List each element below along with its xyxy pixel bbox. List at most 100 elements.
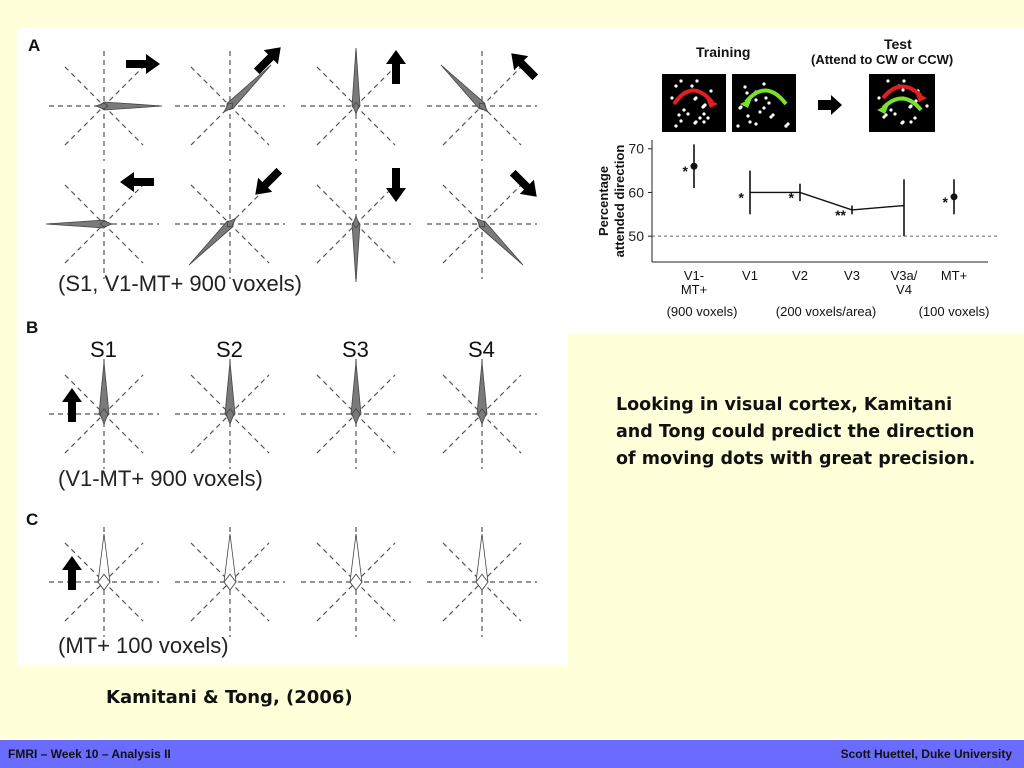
direction-arrow-icon bbox=[62, 388, 82, 422]
group-label: (200 voxels/area) bbox=[776, 304, 876, 319]
stimulus-dot bbox=[695, 79, 699, 83]
stimulus-dot bbox=[736, 124, 740, 128]
direction-arrow-icon bbox=[120, 172, 154, 192]
polar-petal bbox=[351, 408, 361, 426]
rotating-dots-icon bbox=[670, 79, 718, 128]
stimulus-dot bbox=[694, 120, 698, 124]
polar-petal bbox=[475, 573, 489, 591]
polar-petal bbox=[475, 217, 486, 228]
data-point bbox=[690, 162, 698, 170]
significance-label: * bbox=[739, 189, 745, 205]
polar-petal bbox=[223, 573, 237, 591]
x-tick-label: V3a/V4 bbox=[891, 268, 918, 297]
stimulus-dot bbox=[786, 122, 790, 126]
stimulus-dot bbox=[909, 120, 913, 124]
stimulus-dot bbox=[698, 116, 702, 120]
stimulus-dot bbox=[758, 110, 762, 114]
stimulus-dot bbox=[754, 98, 758, 102]
stimulus-dot bbox=[670, 96, 674, 100]
polar-petal bbox=[99, 408, 109, 426]
polar-figure-panel: A B C (S1, V1-MT+ 900 voxels) (V1-MT+ 90… bbox=[18, 28, 568, 666]
direction-arrow-icon bbox=[253, 47, 281, 75]
y-tick-label: 50 bbox=[628, 228, 644, 244]
x-tick-label: MT+ bbox=[941, 268, 967, 283]
polar-petal bbox=[225, 408, 235, 426]
stimulus-dot bbox=[745, 91, 749, 95]
significance-label: * bbox=[683, 163, 689, 179]
stimulus-dot bbox=[679, 119, 683, 123]
stimulus-dot bbox=[901, 120, 905, 124]
stimulus-dot bbox=[886, 79, 890, 83]
footer-left-text: FMRI – Week 10 – Analysis II bbox=[8, 747, 171, 761]
y-tick-label: 60 bbox=[628, 184, 644, 200]
stimulus-dot bbox=[889, 108, 893, 112]
series-line bbox=[750, 191, 905, 211]
stimulus-dot bbox=[693, 97, 697, 101]
stimulus-dot bbox=[743, 85, 747, 89]
rotating-dots-icon bbox=[736, 82, 790, 128]
stimulus-dot bbox=[709, 89, 713, 93]
stimulus-dot bbox=[754, 122, 758, 126]
footer-bar: FMRI – Week 10 – Analysis II Scott Huett… bbox=[0, 740, 1024, 768]
direction-arrow-icon bbox=[255, 167, 283, 195]
stimulus-dot bbox=[682, 108, 686, 112]
stimulus-dot bbox=[771, 113, 775, 117]
test-label: Test bbox=[884, 36, 912, 52]
direction-arrow-icon bbox=[386, 168, 406, 202]
y-axis-label: Percentageattended direction bbox=[596, 145, 627, 258]
subject-label-s4: S4 bbox=[468, 337, 495, 362]
stimulus-dot bbox=[679, 79, 683, 83]
polar-petal bbox=[223, 102, 234, 113]
polar-petal bbox=[99, 220, 114, 228]
panel-c-caption: (MT+ 100 voxels) bbox=[58, 633, 229, 658]
description-text: Looking in visual cortex, Kamitani and T… bbox=[616, 395, 976, 469]
stimulus-dot bbox=[677, 113, 681, 117]
stimulus-dot bbox=[884, 113, 888, 117]
stimulus-dot bbox=[674, 84, 678, 88]
stimulus-dot bbox=[746, 114, 750, 118]
subject-label-s3: S3 bbox=[342, 337, 369, 362]
stimulus-dot bbox=[769, 115, 773, 119]
stimulus-dot bbox=[877, 96, 881, 100]
stimulus-dot bbox=[784, 124, 788, 128]
x-tick-label: V3 bbox=[844, 268, 860, 283]
stimulus-dot bbox=[902, 79, 906, 83]
polar-petal bbox=[97, 573, 111, 591]
subject-label-s1: S1 bbox=[90, 337, 117, 362]
x-tick-label: V1-MT+ bbox=[681, 268, 707, 297]
polar-petal bbox=[349, 573, 363, 591]
direction-arrow-icon bbox=[509, 169, 537, 197]
polar-petal bbox=[477, 408, 487, 426]
accuracy-graph-panel: Training Test (Attend to CW or CCW) 50 60… bbox=[568, 28, 1024, 334]
panel-a-caption: (S1, V1-MT+ 900 voxels) bbox=[58, 271, 302, 296]
polar-plots bbox=[45, 47, 539, 637]
stimulus-dot bbox=[748, 120, 752, 124]
significance-label: * bbox=[789, 189, 795, 205]
panel-a-label: A bbox=[28, 36, 41, 55]
stimulus-dot bbox=[901, 88, 905, 92]
polar-petal bbox=[352, 214, 360, 229]
polar-petal bbox=[226, 217, 237, 228]
rotating-dots-icon bbox=[877, 79, 929, 125]
stimulus-dot bbox=[690, 84, 694, 88]
x-tick-label: V2 bbox=[792, 268, 808, 283]
stimulus-dot bbox=[913, 116, 917, 120]
stimulus-dot bbox=[674, 124, 678, 128]
stimulus-dot bbox=[701, 105, 705, 109]
test-stimulus bbox=[869, 74, 935, 132]
direction-arrow-icon bbox=[126, 54, 160, 74]
x-tick-label: V1 bbox=[742, 268, 758, 283]
stimulus-dot bbox=[686, 112, 690, 116]
subject-label-s2: S2 bbox=[216, 337, 243, 362]
stimulus-dot bbox=[882, 115, 886, 119]
y-tick-label: 70 bbox=[628, 141, 644, 157]
polar-petal bbox=[478, 102, 489, 113]
arrow-right-icon bbox=[818, 95, 842, 115]
panel-b-caption: (V1-MT+ 900 voxels) bbox=[58, 466, 263, 491]
training-stimulus-cw bbox=[662, 74, 726, 132]
data-point bbox=[950, 193, 958, 201]
stimulus-dot bbox=[893, 112, 897, 116]
polar-petal bbox=[94, 102, 109, 110]
significance-label: * bbox=[943, 194, 949, 210]
test-sublabel: (Attend to CW or CCW) bbox=[811, 52, 954, 67]
